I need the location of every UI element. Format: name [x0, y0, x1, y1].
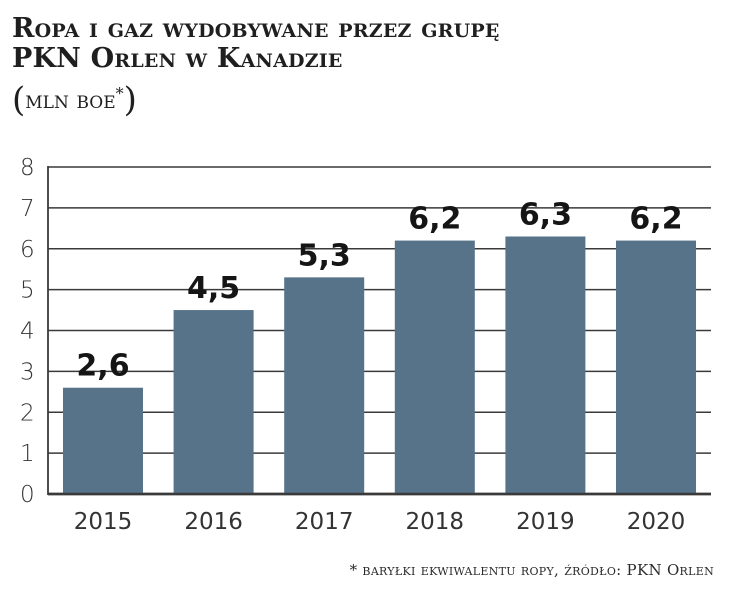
value-label-2017: 5,3	[298, 238, 351, 273]
value-label-2019: 6,3	[519, 197, 572, 232]
value-label-2018: 6,2	[408, 202, 461, 237]
value-label-2016: 4,5	[187, 271, 240, 306]
subtitle-unit: mln boe	[25, 86, 116, 114]
x-axis: 2015 2016 2017 2018 2019 2020	[48, 492, 711, 535]
bar-2018	[394, 240, 475, 494]
bar-2015	[63, 387, 143, 494]
bar-2020	[616, 240, 696, 494]
subtitle-open-paren: (	[12, 80, 26, 120]
subtitle-close-paren: )	[123, 80, 137, 120]
footnote-source: * baryłki ekwiwalentu ropy, źródło: PKN …	[349, 561, 714, 579]
y-tick-label: 2	[20, 400, 35, 426]
chart-subtitle: (mln boe*)	[12, 80, 137, 120]
y-axis: 0 1 2 3 4 5 6 7 8	[20, 155, 49, 508]
y-tick-label: 1	[20, 441, 35, 467]
chart-title-line-1: Ropa i gaz wydobywane przez grupę	[12, 13, 500, 44]
chart-title-line-2: PKN Orlen w Kanadzie	[12, 43, 343, 74]
y-tick-label: 3	[20, 359, 35, 385]
y-tick-label: 5	[20, 278, 35, 304]
y-tick-label: 7	[20, 196, 35, 222]
gridlines	[48, 166, 711, 496]
bar-2017	[284, 277, 365, 494]
x-tick-label-2015: 2015	[74, 509, 133, 535]
bar-2016	[173, 310, 254, 494]
x-tick-label-2019: 2019	[516, 509, 575, 535]
y-tick-label: 8	[20, 155, 35, 181]
y-tick-label: 4	[20, 319, 35, 345]
x-tick-label-2020: 2020	[627, 509, 686, 535]
bars: 2,6 4,5 5,3 6,2 6,3 6,2	[63, 197, 696, 495]
x-tick-label-2016: 2016	[184, 509, 243, 535]
y-tick-label: 6	[20, 237, 35, 263]
x-tick-label-2018: 2018	[406, 509, 465, 535]
value-label-2020: 6,2	[629, 202, 682, 237]
y-tick-label: 0	[20, 482, 35, 508]
value-label-2015: 2,6	[76, 349, 129, 384]
chart-title: Ropa i gaz wydobywane przez grupę PKN Or…	[12, 14, 500, 74]
bar-2019	[505, 236, 586, 495]
x-tick-label-2017: 2017	[295, 509, 354, 535]
subtitle-asterisk: *	[115, 84, 124, 103]
